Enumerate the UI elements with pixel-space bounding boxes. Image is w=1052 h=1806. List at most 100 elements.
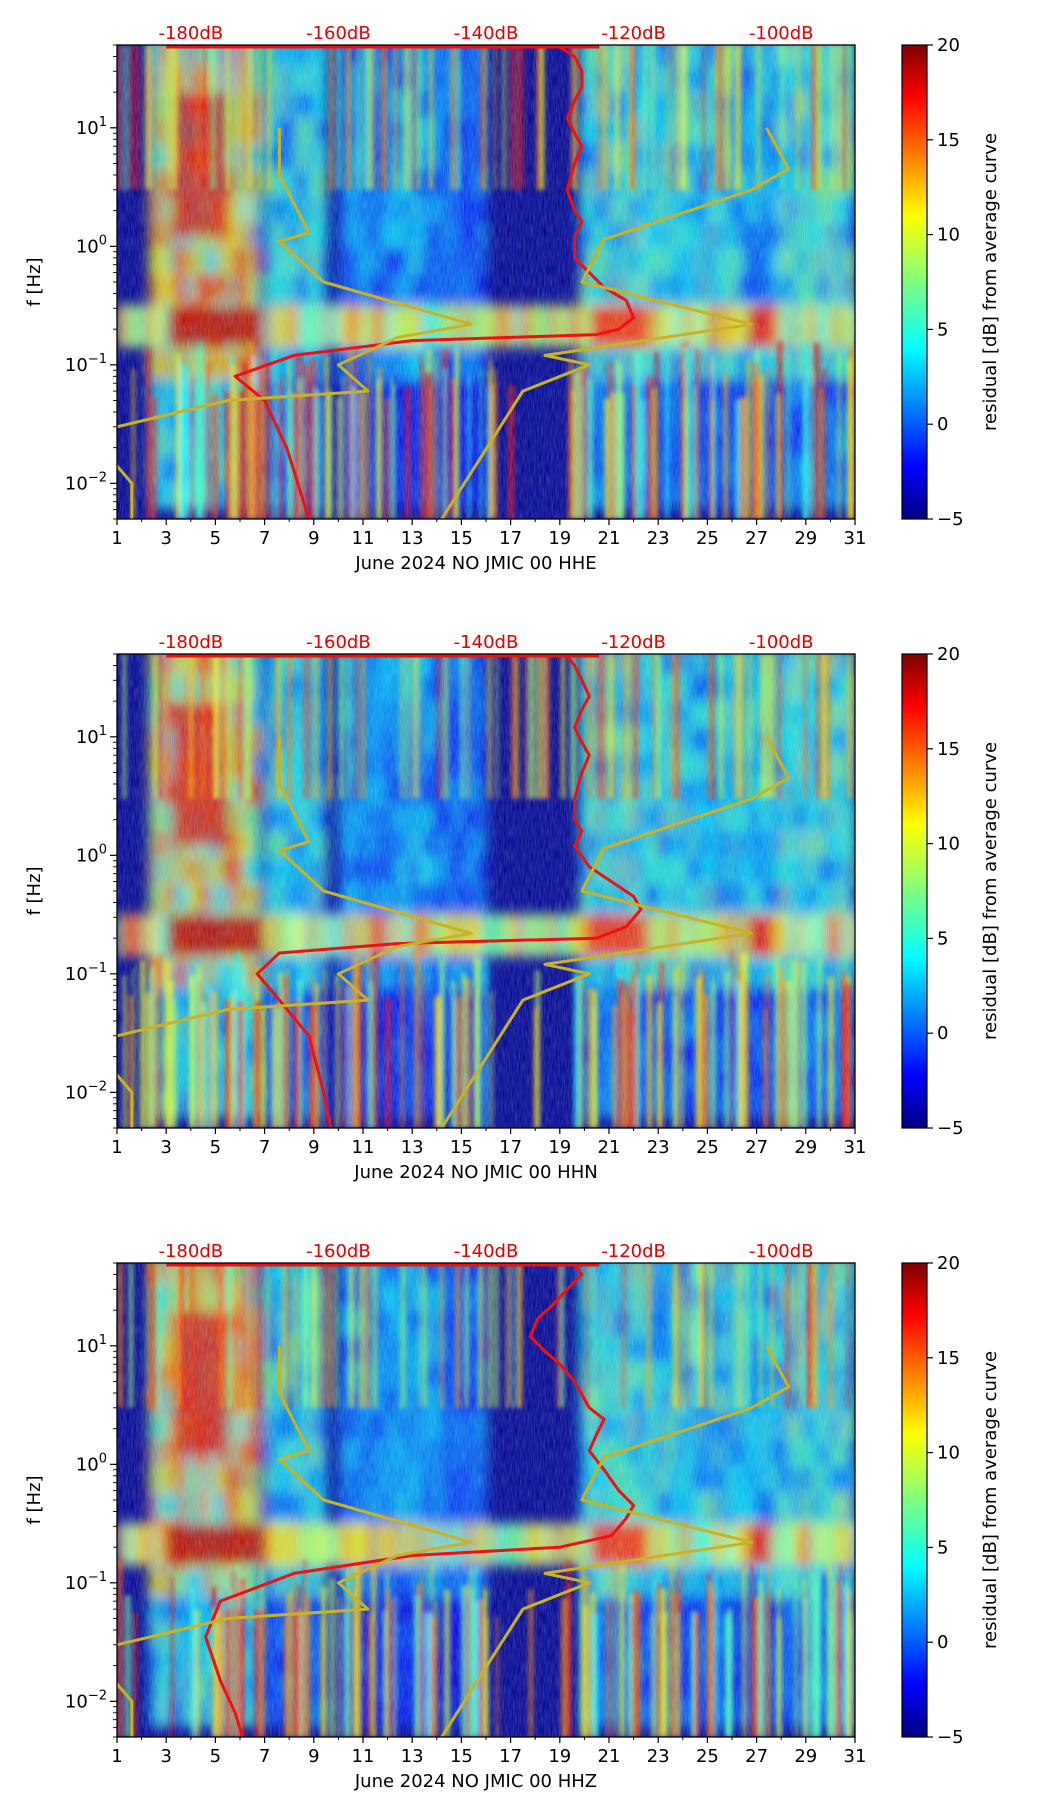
- x-tick-label: 3: [160, 1137, 171, 1158]
- colorbar-tick-label: −5: [937, 509, 964, 530]
- x-tick-label: 19: [548, 1746, 571, 1767]
- top-db-label: -120dB: [601, 632, 666, 653]
- x-tick-label: 11: [352, 528, 375, 549]
- y-tick-label: 101: [76, 724, 107, 748]
- x-tick-label: 3: [160, 528, 171, 549]
- x-tick-label: 7: [259, 528, 270, 549]
- x-tick-label: 13: [401, 1746, 424, 1767]
- top-db-label: -160dB: [306, 23, 371, 44]
- x-tick-label: 21: [598, 528, 621, 549]
- colorbar-tick-label: 10: [937, 225, 960, 246]
- y-tick-label: 101: [76, 1333, 107, 1357]
- x-tick-label: 15: [450, 528, 473, 549]
- y-tick-label: 10−1: [65, 1570, 107, 1594]
- heatmap-noise: [117, 1263, 855, 1737]
- colorbar: −5 0 5 10 15 20 residual [dB] from average cur…: [901, 644, 1001, 1139]
- colorbar-tick-label: 5: [937, 319, 948, 340]
- colorbar-gradient: [901, 653, 928, 1129]
- x-tick-label: 5: [210, 1137, 221, 1158]
- colorbar-tick-label: 20: [937, 1253, 960, 1274]
- x-tick-label: 7: [259, 1746, 270, 1767]
- y-tick-label: 10−2: [65, 1079, 107, 1103]
- x-tick-label: 17: [499, 528, 522, 549]
- curve-red: [233, 45, 636, 519]
- colorbar: −5 0 5 10 15 20 residual [dB] from average cur…: [901, 35, 1001, 530]
- x-tick-label: 31: [844, 1746, 867, 1767]
- x-tick-label: 19: [548, 1137, 571, 1158]
- heatmap-noise: [117, 654, 855, 1128]
- curve-gold2: [440, 736, 791, 1128]
- curve-gold: [117, 1345, 473, 1737]
- x-tick-label: 17: [499, 1746, 522, 1767]
- curve-gold2: [440, 127, 791, 519]
- x-tick-label: 5: [210, 528, 221, 549]
- colorbar-tick-label: 10: [937, 1443, 960, 1464]
- colorbar-tick-label: 5: [937, 928, 948, 949]
- x-tick-label: 29: [794, 1746, 817, 1767]
- x-tick-label: 11: [352, 1137, 375, 1158]
- x-axis-label: June 2024 NO JMIC 00 HHE: [354, 553, 596, 574]
- top-db-label: -100dB: [749, 1241, 814, 1262]
- spectrogram-heatmap: [117, 1263, 855, 1737]
- y-axis-label: f [Hz]: [24, 866, 45, 915]
- x-tick-label: 1: [111, 528, 122, 549]
- curve-gold: [117, 127, 473, 519]
- x-tick-label: 3: [160, 1746, 171, 1767]
- x-axis-label: June 2024 NO JMIC 00 HHN: [353, 1162, 597, 1183]
- colorbar-tick-label: −5: [937, 1727, 964, 1748]
- x-tick-label: 27: [745, 1137, 768, 1158]
- x-tick-label: 23: [647, 1746, 670, 1767]
- x-tick-label: 5: [210, 1746, 221, 1767]
- x-tick-label: 17: [499, 1137, 522, 1158]
- colorbar-tick-label: 0: [937, 1023, 948, 1044]
- spectrogram-heatmap: [117, 45, 855, 519]
- x-tick-label: 7: [259, 1137, 270, 1158]
- top-db-label: -120dB: [601, 23, 666, 44]
- colorbar-tick-label: 20: [937, 644, 960, 665]
- x-tick-label: 15: [450, 1746, 473, 1767]
- x-tick-label: 21: [598, 1137, 621, 1158]
- top-db-label: -160dB: [306, 1241, 371, 1262]
- y-axis-label: f [Hz]: [24, 257, 45, 306]
- panel-1: 1 3 5 7 9 11 13 15 17 19 21 23 25 27 29 3110−210−110010…: [24, 23, 1001, 574]
- colorbar-tick-label: 15: [937, 130, 960, 151]
- x-tick-label: 1: [111, 1746, 122, 1767]
- colorbar-tick-label: 15: [937, 1348, 960, 1369]
- y-tick-label: 100: [76, 233, 107, 257]
- top-db-label: -100dB: [749, 632, 814, 653]
- x-tick-label: 23: [647, 528, 670, 549]
- y-tick-label: 100: [76, 1451, 107, 1475]
- x-tick-label: 13: [401, 1137, 424, 1158]
- curve-gold2: [440, 1345, 791, 1737]
- colorbar-tick-label: 0: [937, 414, 948, 435]
- colorbar-tick-label: 5: [937, 1537, 948, 1558]
- x-tick-label: 13: [401, 528, 424, 549]
- panel-2: 1 3 5 7 9 11 13 15 17 19 21 23 25 27 29 3110−210−110010…: [24, 632, 1001, 1183]
- x-tick-label: 9: [308, 528, 319, 549]
- colorbar-gradient: [901, 1262, 928, 1738]
- x-tick-label: 29: [794, 1137, 817, 1158]
- colorbar: −5 0 5 10 15 20 residual [dB] from average cur…: [901, 1253, 1001, 1748]
- x-tick-label: 11: [352, 1746, 375, 1767]
- x-tick-label: 1: [111, 1137, 122, 1158]
- psd-curves: [117, 654, 791, 1128]
- colorbar-tick-label: −5: [937, 1118, 964, 1139]
- psd-curves: [117, 1263, 791, 1737]
- y-tick-label: 100: [76, 842, 107, 866]
- x-tick-label: 9: [308, 1746, 319, 1767]
- x-tick-label: 31: [844, 528, 867, 549]
- spectrogram-heatmap: [117, 654, 855, 1128]
- top-db-label: -160dB: [306, 632, 371, 653]
- colorbar-label: residual [dB] from average curve: [980, 133, 1001, 431]
- x-tick-label: 25: [696, 528, 719, 549]
- x-tick-label: 15: [450, 1137, 473, 1158]
- x-tick-label: 29: [794, 528, 817, 549]
- top-db-label: -140dB: [454, 632, 519, 653]
- top-db-label: -180dB: [158, 23, 223, 44]
- top-db-label: -140dB: [454, 1241, 519, 1262]
- x-tick-label: 25: [696, 1137, 719, 1158]
- x-tick-label: 27: [745, 528, 768, 549]
- y-axis-label: f [Hz]: [24, 1475, 45, 1524]
- x-tick-label: 31: [844, 1137, 867, 1158]
